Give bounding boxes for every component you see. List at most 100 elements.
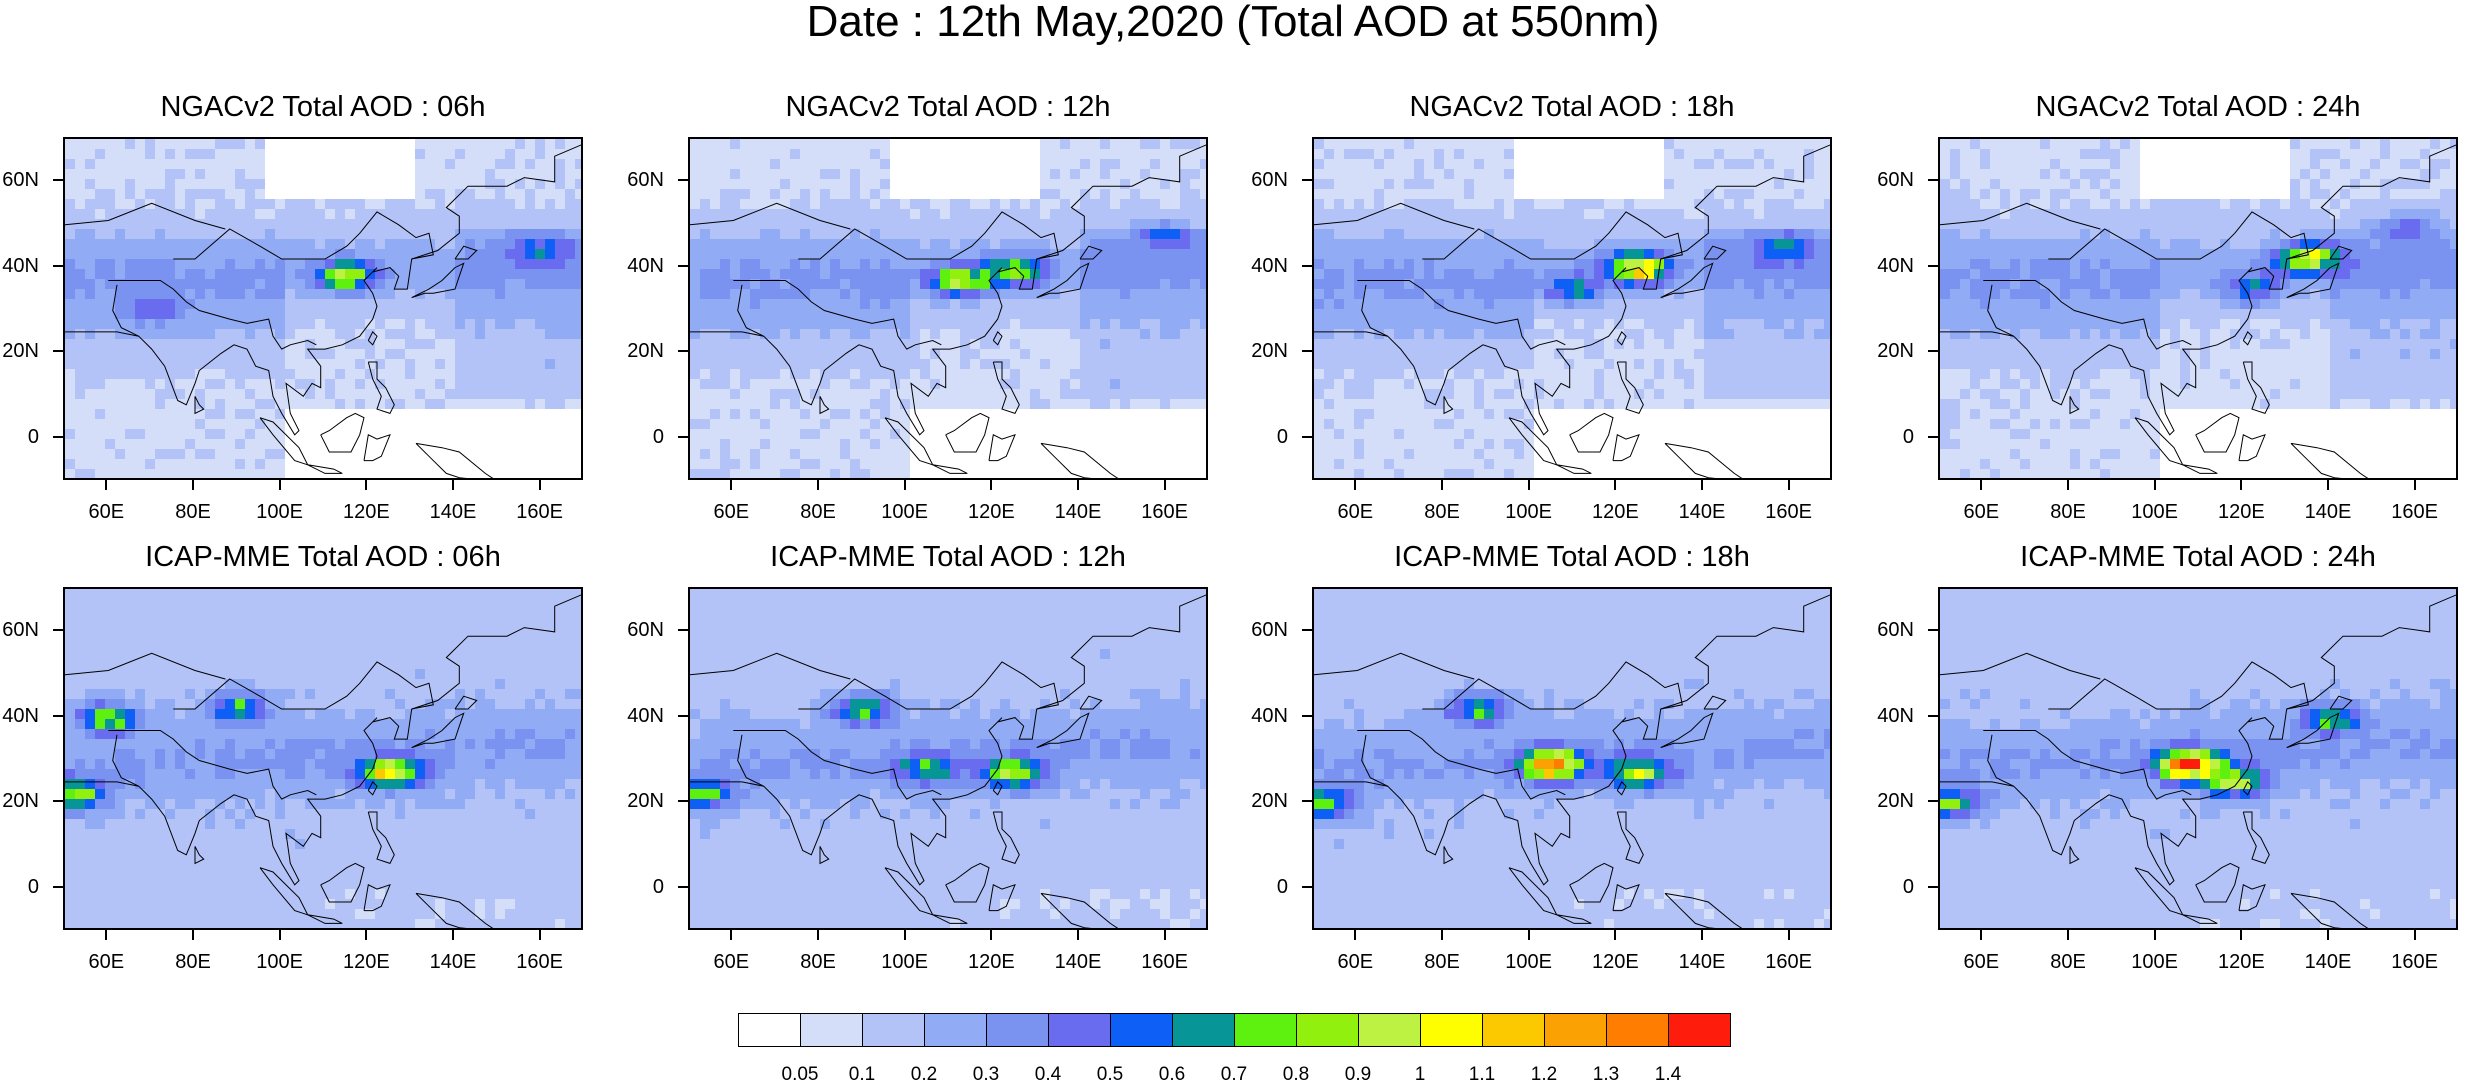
map-panel (1938, 137, 2458, 480)
map-panel (688, 587, 1208, 930)
y-tick-mark (53, 629, 63, 631)
x-tick-label: 60E (1964, 502, 2000, 522)
x-tick-mark (192, 480, 194, 490)
x-tick-mark (1788, 930, 1790, 940)
y-tick-label: 40N (620, 256, 664, 276)
x-tick-label: 100E (881, 952, 928, 972)
aod-field (1314, 139, 1832, 480)
x-tick-label: 60E (1964, 952, 2000, 972)
x-tick-label: 60E (1338, 952, 1374, 972)
x-tick-label: 120E (968, 502, 1015, 522)
colorbar-swatch (1172, 1013, 1235, 1047)
y-tick-mark (678, 179, 688, 181)
panel-title: NGACv2 Total AOD : 06h (63, 93, 583, 122)
x-tick-mark (1701, 480, 1703, 490)
aod-field (65, 589, 583, 930)
x-tick-label: 160E (2391, 502, 2438, 522)
colorbar-label: 1.4 (1655, 1065, 1681, 1084)
x-tick-mark (2154, 480, 2156, 490)
y-tick-mark (53, 715, 63, 717)
colorbar-swatch (986, 1013, 1049, 1047)
colorbar-label: 0.9 (1345, 1065, 1371, 1084)
map-panel (1312, 587, 1832, 930)
y-tick-label: 0 (0, 877, 39, 897)
x-tick-label: 100E (256, 952, 303, 972)
colorbar-swatch (1606, 1013, 1669, 1047)
colorbar-label: 0.3 (973, 1065, 999, 1084)
x-tick-label: 140E (430, 952, 477, 972)
x-tick-mark (1354, 480, 1356, 490)
x-tick-mark (2327, 930, 2329, 940)
y-tick-mark (1928, 436, 1938, 438)
y-tick-mark (53, 436, 63, 438)
x-tick-mark (1354, 930, 1356, 940)
colorbar-swatch (1234, 1013, 1297, 1047)
x-tick-mark (365, 930, 367, 940)
y-tick-mark (678, 350, 688, 352)
y-tick-label: 0 (0, 427, 39, 447)
x-tick-mark (904, 480, 906, 490)
x-tick-label: 120E (968, 952, 1015, 972)
y-tick-mark (1302, 629, 1312, 631)
panel-title: ICAP-MME Total AOD : 12h (688, 543, 1208, 572)
colorbar-swatch (800, 1013, 863, 1047)
y-tick-label: 20N (620, 341, 664, 361)
y-tick-mark (1302, 715, 1312, 717)
colorbar-label: 0.1 (849, 1065, 875, 1084)
y-tick-label: 60N (0, 620, 39, 640)
x-tick-mark (1077, 930, 1079, 940)
x-tick-mark (1077, 480, 1079, 490)
x-tick-label: 80E (800, 952, 836, 972)
x-tick-mark (279, 930, 281, 940)
x-tick-mark (1614, 480, 1616, 490)
x-tick-label: 60E (89, 952, 125, 972)
x-tick-label: 120E (1592, 952, 1639, 972)
x-tick-mark (452, 480, 454, 490)
x-tick-mark (539, 930, 541, 940)
x-tick-label: 160E (1141, 502, 1188, 522)
x-tick-label: 120E (2218, 502, 2265, 522)
x-tick-label: 160E (1765, 502, 1812, 522)
colorbar-swatch (738, 1013, 801, 1047)
map-panel (1312, 137, 1832, 480)
x-tick-label: 140E (1679, 952, 1726, 972)
x-tick-mark (365, 480, 367, 490)
colorbar-swatch (924, 1013, 987, 1047)
colorbar-label: 1.3 (1593, 1065, 1619, 1084)
y-tick-label: 40N (0, 256, 39, 276)
x-tick-mark (2414, 480, 2416, 490)
map-panel (63, 137, 583, 480)
colorbar-swatch (1482, 1013, 1545, 1047)
x-tick-label: 140E (1055, 502, 1102, 522)
colorbar-label: 0.6 (1159, 1065, 1185, 1084)
x-tick-mark (1788, 480, 1790, 490)
y-tick-label: 0 (1244, 877, 1288, 897)
x-tick-mark (730, 480, 732, 490)
y-tick-label: 20N (620, 791, 664, 811)
x-tick-label: 80E (175, 952, 211, 972)
y-tick-mark (1928, 629, 1938, 631)
aod-field (1314, 589, 1832, 930)
x-tick-mark (904, 930, 906, 940)
colorbar-swatch (1296, 1013, 1359, 1047)
x-tick-label: 140E (2305, 952, 2352, 972)
y-tick-mark (53, 800, 63, 802)
y-tick-mark (1928, 800, 1938, 802)
panel-title: NGACv2 Total AOD : 24h (1938, 93, 2458, 122)
panel-title: ICAP-MME Total AOD : 18h (1312, 543, 1832, 572)
y-tick-label: 20N (1244, 791, 1288, 811)
y-tick-mark (1928, 265, 1938, 267)
y-tick-mark (1302, 800, 1312, 802)
colorbar-swatch (1110, 1013, 1173, 1047)
y-tick-label: 0 (620, 877, 664, 897)
x-tick-label: 80E (1424, 952, 1460, 972)
x-tick-label: 160E (516, 502, 563, 522)
y-tick-mark (1302, 350, 1312, 352)
y-tick-label: 40N (1870, 256, 1914, 276)
y-tick-label: 20N (0, 341, 39, 361)
colorbar-swatch (1668, 1013, 1731, 1047)
y-tick-label: 60N (620, 170, 664, 190)
x-tick-mark (817, 480, 819, 490)
y-tick-mark (1928, 886, 1938, 888)
colorbar-label: 0.2 (911, 1065, 937, 1084)
